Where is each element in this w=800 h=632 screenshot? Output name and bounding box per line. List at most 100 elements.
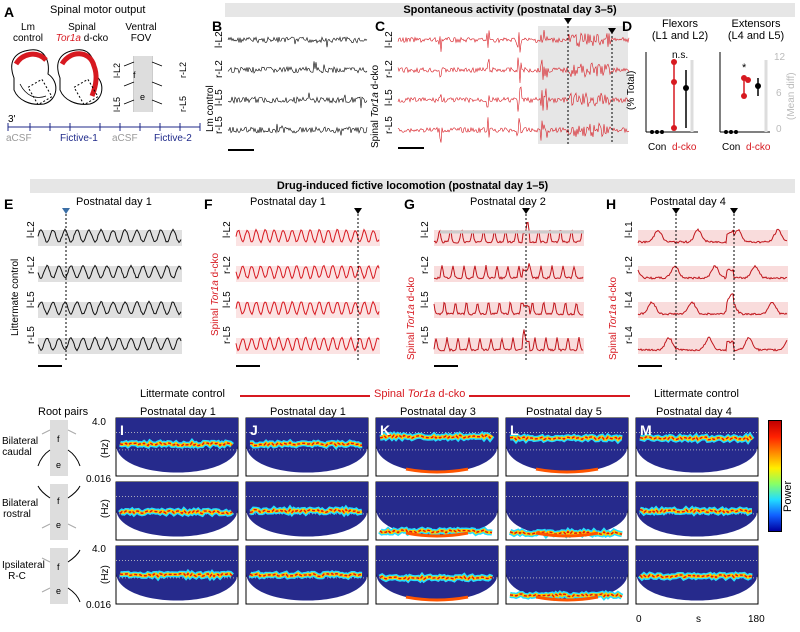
fov-label-l-l2: l-L2: [112, 62, 122, 78]
marker-svgF: [354, 208, 362, 214]
d-xlabel-cko-1: d-cko: [672, 142, 697, 153]
fov-e-label: e: [140, 92, 146, 102]
c-zoom-bg: [538, 26, 628, 144]
h-row-label-1: r-L2: [624, 256, 635, 274]
e-row-label-0: l-L2: [26, 221, 37, 238]
scalogram-yunit-2: (Hz): [100, 565, 111, 584]
trace-svgH-2: [637, 293, 788, 316]
three-prime-label: 3': [8, 114, 16, 125]
f-row-label-1: r-L2: [222, 256, 233, 274]
c-row-label-2: l-L5: [384, 89, 395, 106]
trace-c-0: [397, 29, 630, 53]
e-row-label-2: l-L5: [26, 291, 37, 308]
scalogram-x-start: 0: [636, 614, 642, 625]
panel-f-side-label: Spinal Tor1a d-cko: [210, 252, 221, 336]
trace-svgG-3: [433, 329, 584, 353]
f-row-label-0: l-L2: [222, 221, 233, 238]
d-xlabel-con-1: Con: [648, 142, 667, 153]
panel-letter-d: D: [622, 18, 633, 34]
trace-c-2: [397, 86, 630, 112]
root-pairs-title: Root pairs: [38, 406, 89, 418]
panel-g-side-label: Spinal Tor1a d-cko: [406, 276, 417, 360]
band-svgH-2: [638, 302, 788, 318]
scalogram-1-4: [635, 481, 759, 541]
trace-svgH-1: [637, 264, 788, 280]
trace-svgE-1: [37, 264, 182, 280]
ventral-fov-label: Ventral FOV: [125, 22, 157, 44]
c-marker-2: [608, 28, 616, 34]
scalogram-1-3: [505, 481, 629, 541]
panel-d-ylabel: (% Total): [626, 70, 637, 110]
g-row-label-1: r-L2: [420, 256, 431, 274]
col-title-1: Postnatal day 1: [270, 406, 346, 418]
panel-f-title: Postnatal day 1: [250, 196, 326, 208]
trace-svgH-0: [637, 228, 788, 244]
scalogram-yunit-0: (Hz): [100, 439, 111, 458]
panel-d-ylabel-right: (Mean diff): [786, 72, 797, 120]
band-svgE-2: [38, 302, 182, 318]
scalogram-0-3: [505, 417, 629, 477]
panel-letter-m: M: [640, 422, 652, 438]
group-littermate-right: Littermate control: [654, 388, 739, 400]
d-xlabel-cko-2: d-cko: [746, 142, 771, 153]
marker-svgG: [522, 208, 530, 214]
trace-b-1: [227, 61, 368, 74]
b-row-label-1: r-L2: [214, 60, 225, 78]
c-row-label-0: l-L2: [384, 31, 395, 48]
c-marker-1: [564, 18, 572, 24]
panel-e-title: Postnatal day 1: [76, 196, 152, 208]
colorbar-label: Power: [782, 480, 794, 512]
panel-h-title: Postnatal day 4: [650, 196, 726, 208]
panel-d-plot: [645, 52, 770, 134]
lm-control-label: Lm control: [12, 22, 43, 44]
trace-svgF-0: [235, 228, 380, 244]
timeline-fictive-1: Fictive-1: [60, 133, 98, 144]
scalogram-2-0: [115, 545, 239, 605]
trace-svgG-0: [433, 221, 584, 244]
e-row-label-3: r-L5: [26, 326, 37, 344]
scalogram-1-1: [245, 481, 369, 541]
fov-label-r-l5: r-L5: [178, 95, 188, 112]
scalogram-ytop-0: 4.0: [92, 417, 106, 428]
panel-c-side-label: Spinal Tor1a d-cko: [370, 64, 381, 148]
fov-f-label: f: [133, 70, 136, 80]
scalogram-0-2: [375, 417, 499, 477]
scalogram-0-4: [635, 417, 759, 477]
panel-h-traces: [637, 208, 788, 367]
scalogram-2-1: [245, 545, 369, 605]
marker-svgE: [62, 208, 70, 214]
trace-svgF-2: [235, 300, 380, 316]
trace-c-3: [397, 117, 630, 143]
col-title-4: Postnatal day 4: [656, 406, 732, 418]
trace-svgG-2: [433, 301, 584, 316]
power-colorbar: [768, 420, 782, 532]
g-row-label-3: r-L5: [420, 326, 431, 344]
band-svgE-1: [38, 266, 182, 282]
root-f-0: f: [57, 434, 60, 444]
scalogram-ybot-0: 0.016: [86, 474, 112, 485]
scalogram-0-1: [245, 417, 369, 477]
scalogram-x-unit: s: [696, 614, 701, 625]
g-row-label-2: l-L5: [420, 291, 431, 308]
scalogram-ytop-2: 4.0: [92, 544, 106, 555]
panel-letter-e: E: [4, 196, 14, 212]
trace-b-2: [227, 92, 368, 109]
scalogram-x-end: 180: [748, 614, 765, 625]
band-svgE-0: [38, 230, 182, 246]
panel-e-traces: [37, 208, 182, 367]
scalogram-grid: [115, 417, 759, 605]
panel-letter-l: L: [510, 422, 519, 438]
scalogram-2-4: [635, 545, 759, 605]
h-row-label-2: l-L4: [624, 291, 635, 308]
panel-g-traces: [433, 208, 584, 367]
panel-letter-f: F: [204, 196, 213, 212]
group-littermate-left: Littermate control: [140, 388, 225, 400]
trace-svgE-2: [37, 300, 182, 316]
trace-b-0: [227, 36, 368, 48]
root-f-2: f: [57, 562, 60, 572]
embryo-illustrations: [7, 49, 201, 131]
h-row-label-3: r-L4: [624, 326, 635, 344]
e-row-label-1: r-L2: [26, 256, 37, 274]
panel-letter-b: B: [212, 18, 223, 34]
fov-label-l-l5: l-L5: [112, 96, 122, 112]
